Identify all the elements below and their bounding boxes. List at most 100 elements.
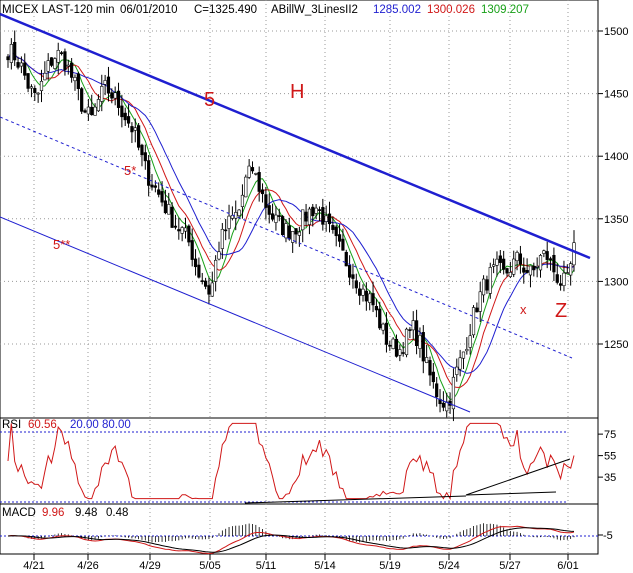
bar-body (502, 258, 506, 270)
bar-body (532, 265, 536, 271)
bar-body (492, 264, 496, 267)
bar-body (277, 215, 281, 217)
wave-x-label: x (520, 302, 527, 317)
bar-body (224, 229, 228, 232)
bar-body (180, 227, 184, 234)
macd-header: MACD 9.96 9.48 0.48 (2, 507, 128, 519)
price-bars (6, 30, 576, 422)
bar-body (120, 105, 124, 118)
bar-body (150, 184, 154, 188)
bar-body (110, 92, 114, 99)
bar-body (163, 200, 168, 214)
bar-body (177, 229, 181, 232)
bar-body (43, 72, 47, 81)
bar-body (254, 173, 258, 175)
bar-body (565, 272, 569, 274)
bar-body (123, 112, 127, 121)
bar-body (210, 282, 214, 297)
bar-body (321, 207, 325, 225)
price-tick-label: 1350 (604, 214, 628, 226)
bar-body (331, 225, 335, 230)
bar-body (475, 307, 479, 313)
header-close: C=1325.490 (194, 4, 257, 16)
bar-body (535, 265, 539, 268)
date-tick-label: 4/21 (23, 560, 44, 572)
bar-body (103, 80, 107, 85)
rsi-trendline-1 (244, 495, 467, 504)
bar-body (498, 255, 502, 263)
bar-body (307, 208, 312, 225)
bar-body (260, 189, 265, 195)
bar-body (468, 335, 472, 348)
bar-body (471, 307, 476, 336)
head-label: H (290, 81, 304, 103)
bar-body (291, 231, 295, 243)
chart-header: MICEX LAST-120 min 06/01/2010 C=1325.490… (2, 4, 529, 16)
channel-line-5star (0, 116, 573, 359)
bar-body (408, 329, 412, 331)
bar-body (140, 144, 144, 156)
bar-body (86, 106, 90, 115)
trend-lines (0, 12, 591, 413)
bar-body (552, 254, 556, 273)
bar-body (284, 223, 288, 239)
header-value-red: 1300.026 (427, 4, 475, 16)
bar-body (368, 293, 372, 303)
bar-body (458, 357, 462, 370)
bar-body (80, 88, 84, 112)
bar-body (481, 278, 486, 296)
bar-body (126, 116, 131, 124)
bar-body (157, 189, 161, 195)
price-tick-label: 1450 (604, 89, 628, 101)
bar-body (348, 265, 352, 278)
bar-body (569, 263, 573, 276)
macd-panel (0, 503, 599, 555)
bar-body (137, 125, 141, 148)
price-tick-label: 1300 (604, 276, 628, 288)
ma-green-line (7, 51, 575, 401)
bar-body (73, 77, 77, 82)
bar-body (341, 238, 345, 251)
bar-body (301, 209, 305, 231)
macd-lines (0, 523, 603, 555)
resistance-trendline (0, 12, 591, 260)
bar-body (100, 86, 104, 102)
bar-body (401, 352, 405, 354)
ma-blue-line (7, 51, 575, 374)
wave-5-star-label: 5* (124, 163, 136, 178)
bar-body (431, 371, 435, 383)
bar-body (374, 306, 379, 311)
bar-body (130, 126, 134, 133)
bar-body (220, 228, 224, 249)
bar-body (230, 215, 234, 219)
bar-body (267, 205, 271, 215)
bar-body (518, 253, 523, 265)
bar-body (29, 86, 34, 89)
macd-axis-tick: -5 (603, 530, 613, 542)
bar-body (364, 290, 368, 302)
header-value-blue: 1285.002 (373, 4, 421, 16)
bar-body (512, 258, 516, 275)
bar-body (559, 283, 563, 286)
bar-body (19, 62, 23, 67)
bar-body (153, 185, 157, 188)
bar-body (9, 44, 13, 63)
bar-body (250, 167, 255, 172)
bar-body (106, 76, 111, 94)
bar-body (237, 209, 241, 217)
price-axis: 1250 1300 1350 1400 1450 1500 (598, 26, 628, 351)
bar-body (53, 58, 57, 69)
bar-body (311, 206, 315, 217)
bar-body (455, 366, 459, 375)
bar-body (324, 215, 328, 222)
bar-body (207, 285, 211, 295)
bar-body (542, 250, 546, 254)
bar-body (327, 213, 332, 225)
date-tick-label: 4/29 (139, 560, 160, 572)
bar-body (143, 152, 147, 162)
macd-signal-series (7, 527, 575, 553)
date-tick-label: 6/01 (557, 560, 578, 572)
bar-body (160, 191, 164, 203)
rsi-tick-label: 75 (604, 429, 616, 441)
bar-body (344, 251, 348, 267)
